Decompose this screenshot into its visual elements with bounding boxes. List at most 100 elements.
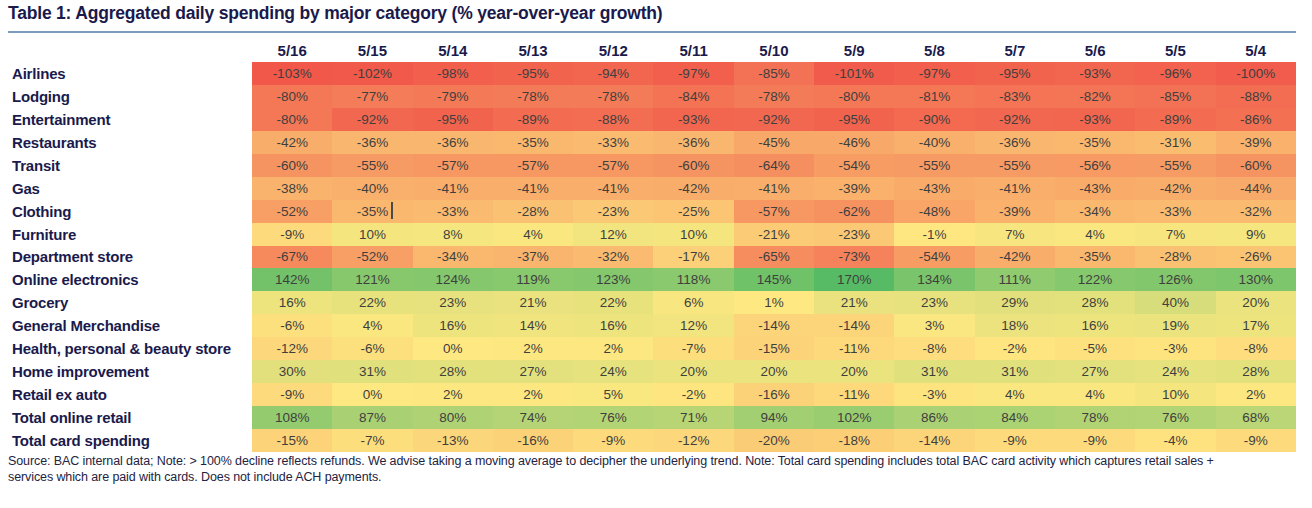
heatmap-cell: 5% <box>573 383 653 406</box>
title-rule <box>8 31 1296 33</box>
heatmap-cell: -95% <box>413 108 493 131</box>
heatmap-cell: -1% <box>894 223 974 246</box>
row-label: Retail ex auto <box>8 383 252 406</box>
heatmap-cell: 7% <box>975 223 1055 246</box>
heatmap-cell: -36% <box>975 131 1055 154</box>
heatmap-cell: 8% <box>413 223 493 246</box>
heatmap-cell: 30% <box>252 360 332 383</box>
heatmap-cell: 6% <box>653 291 733 314</box>
heatmap-cell: -42% <box>252 131 332 154</box>
heatmap-cell: 123% <box>573 268 653 291</box>
heatmap-cell: 20% <box>814 360 894 383</box>
heatmap-cell: -23% <box>573 200 653 223</box>
heatmap-cell: 29% <box>975 291 1055 314</box>
heatmap-cell: -57% <box>413 154 493 177</box>
heatmap-cell: 170% <box>814 268 894 291</box>
heatmap-cell: 130% <box>1216 268 1296 291</box>
heatmap-cell: -9% <box>573 429 653 452</box>
table-corner <box>8 36 252 62</box>
heatmap-cell: 23% <box>413 291 493 314</box>
heatmap-cell: -73% <box>814 246 894 269</box>
row-label: Airlines <box>8 62 252 85</box>
heatmap-cell: -55% <box>1135 154 1215 177</box>
heatmap-cell: 22% <box>573 291 653 314</box>
heatmap-cell: 68% <box>1216 406 1296 429</box>
heatmap-cell: 16% <box>573 314 653 337</box>
heatmap-cell: -5% <box>1055 337 1135 360</box>
source-note-line2: services which are paid with cards. Does… <box>8 470 1304 484</box>
heatmap-cell: -67% <box>252 246 332 269</box>
column-header: 5/13 <box>493 36 573 62</box>
heatmap-cell: -78% <box>493 85 573 108</box>
heatmap-cell: -55% <box>975 154 1055 177</box>
row-label: Restaurants <box>8 131 252 154</box>
heatmap-cell: 20% <box>653 360 733 383</box>
row-label: Grocery <box>8 291 252 314</box>
heatmap-cell: 20% <box>734 360 814 383</box>
heatmap-cell: 76% <box>1135 406 1215 429</box>
heatmap-cell: 118% <box>653 268 733 291</box>
heatmap-cell: -6% <box>252 314 332 337</box>
heatmap-cell: 21% <box>493 291 573 314</box>
heatmap-cell: -41% <box>975 177 1055 200</box>
heatmap-cell: 10% <box>332 223 412 246</box>
heatmap-cell: 17% <box>1216 314 1296 337</box>
heatmap-cell: 4% <box>1055 223 1135 246</box>
row-label: General Merchandise <box>8 314 252 337</box>
heatmap-cell: 111% <box>975 268 1055 291</box>
heatmap-cell: 28% <box>1216 360 1296 383</box>
heatmap-cell: 28% <box>413 360 493 383</box>
heatmap-cell: -52% <box>332 246 412 269</box>
row-label: Home improvement <box>8 360 252 383</box>
heatmap-cell: 2% <box>573 337 653 360</box>
heatmap-cell: -26% <box>1216 246 1296 269</box>
heatmap-cell: -97% <box>653 62 733 85</box>
column-header: 5/16 <box>252 36 332 62</box>
heatmap-cell: -41% <box>493 177 573 200</box>
heatmap-cell: 3% <box>894 314 974 337</box>
heatmap-cell: 31% <box>332 360 412 383</box>
heatmap-cell: 28% <box>1055 291 1135 314</box>
heatmap-cell: 142% <box>252 268 332 291</box>
heatmap-cell: 119% <box>493 268 573 291</box>
heatmap-cell: -16% <box>493 429 573 452</box>
heatmap-cell: 14% <box>493 314 573 337</box>
text-cursor-artifact <box>391 202 393 219</box>
heatmap-cell: 80% <box>413 406 493 429</box>
heatmap-cell: -3% <box>894 383 974 406</box>
row-label: Clothing <box>8 200 252 223</box>
heatmap-cell: -89% <box>1135 108 1215 131</box>
heatmap-cell: -40% <box>332 177 412 200</box>
heatmap-cell: -35% <box>1055 131 1135 154</box>
heatmap-cell: -93% <box>1055 62 1135 85</box>
heatmap-cell: 10% <box>653 223 733 246</box>
heatmap-cell: -102% <box>332 62 412 85</box>
heatmap-cell: -41% <box>413 177 493 200</box>
heatmap-cell: -83% <box>975 85 1055 108</box>
heatmap-cell: -31% <box>1135 131 1215 154</box>
heatmap-cell: -56% <box>1055 154 1135 177</box>
heatmap-cell: 126% <box>1135 268 1215 291</box>
heatmap-cell: 122% <box>1055 268 1135 291</box>
heatmap-cell: 134% <box>894 268 974 291</box>
heatmap-cell: -33% <box>573 131 653 154</box>
heatmap-cell: -9% <box>252 383 332 406</box>
heatmap-cell: -54% <box>894 246 974 269</box>
heatmap-cell: 22% <box>332 291 412 314</box>
heatmap-cell: -88% <box>573 108 653 131</box>
heatmap-cell: -34% <box>1055 200 1135 223</box>
row-label: Total card spending <box>8 429 252 452</box>
heatmap-cell: 0% <box>413 337 493 360</box>
row-label: Entertainment <box>8 108 252 131</box>
heatmap-cell: -97% <box>894 62 974 85</box>
heatmap-cell: 4% <box>1055 383 1135 406</box>
heatmap-cell: -7% <box>332 429 412 452</box>
heatmap-cell: 31% <box>975 360 1055 383</box>
heatmap-cell: -37% <box>493 246 573 269</box>
row-label: Online electronics <box>8 268 252 291</box>
heatmap-cell: -65% <box>734 246 814 269</box>
heatmap-cell: -55% <box>894 154 974 177</box>
heatmap-cell: -78% <box>734 85 814 108</box>
heatmap-cell: 24% <box>573 360 653 383</box>
column-header: 5/5 <box>1135 36 1215 62</box>
